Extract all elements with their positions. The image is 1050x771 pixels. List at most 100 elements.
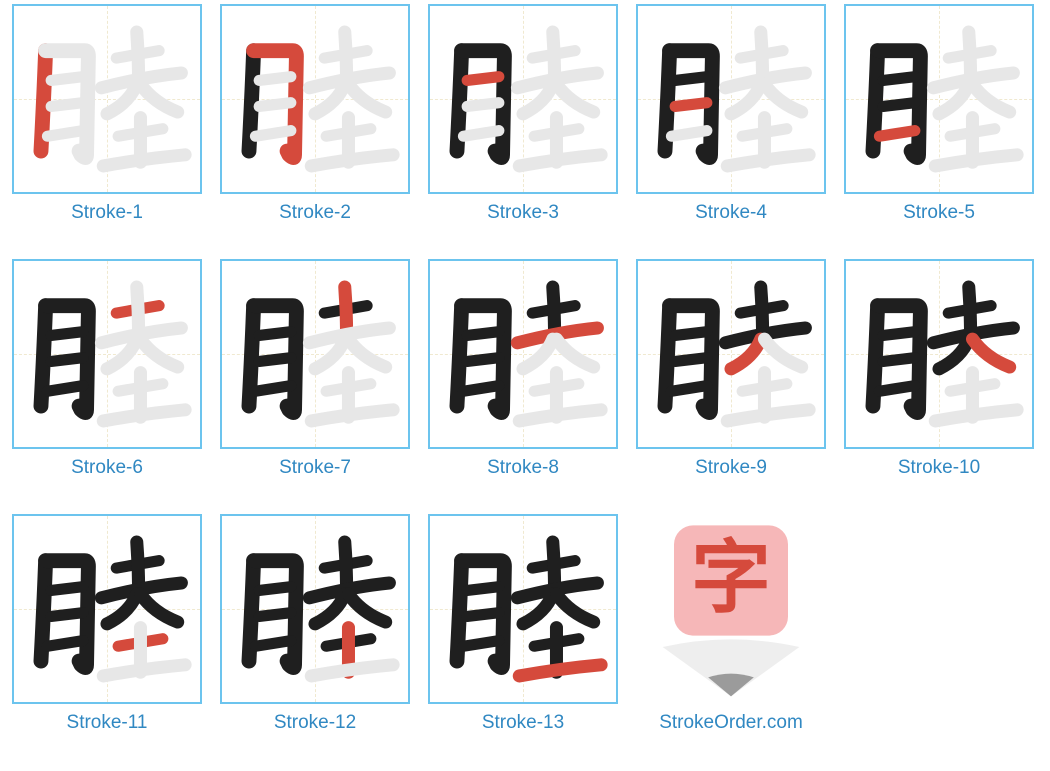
stroke-cell-6: Stroke-6 — [12, 259, 202, 480]
stroke-caption: Stroke-3 — [487, 202, 559, 225]
glyph-layer — [14, 516, 200, 702]
stroke-5 — [255, 385, 290, 391]
stroke-13 — [311, 664, 393, 675]
stroke-3 — [675, 331, 707, 335]
stroke-4 — [467, 103, 499, 107]
stroke-5 — [463, 131, 498, 137]
stroke-cell-10: Stroke-10 — [844, 259, 1034, 480]
glyph-layer — [222, 261, 408, 447]
stroke-3 — [467, 77, 499, 81]
stroke-10 — [556, 339, 593, 367]
stroke-cell-1: Stroke-1 — [12, 4, 202, 225]
glyph-layer — [14, 6, 200, 192]
stroke-cell-11: Stroke-11 — [12, 514, 202, 735]
stroke-3 — [467, 586, 499, 590]
stroke-caption: Stroke-5 — [903, 202, 975, 225]
stroke-4 — [51, 103, 83, 107]
stroke-5 — [671, 131, 706, 137]
site-logo: 字 — [636, 514, 826, 704]
stroke-caption: Stroke-7 — [279, 457, 351, 480]
stroke-caption: Stroke-2 — [279, 202, 351, 225]
stroke-tile — [12, 259, 202, 449]
stroke-4 — [675, 358, 707, 362]
stroke-tile — [220, 259, 410, 449]
stroke-order-diagram: Stroke-1 Stroke-2 Stroke-3 Stroke-4 Stroke-5… — [0, 0, 1050, 771]
glyph-layer — [222, 516, 408, 702]
glyph-layer — [638, 6, 824, 192]
stroke-cell-5: Stroke-5 — [844, 4, 1034, 225]
stroke-13 — [727, 410, 809, 421]
glyph-layer — [14, 261, 200, 447]
stroke-10 — [556, 594, 593, 622]
stroke-4 — [467, 358, 499, 362]
stroke-13 — [311, 155, 393, 166]
stroke-10 — [140, 594, 177, 622]
stroke-tile — [220, 514, 410, 704]
stroke-13 — [103, 410, 185, 421]
stroke-cell-2: Stroke-2 — [220, 4, 410, 225]
logo-glyph: 字 — [691, 533, 771, 622]
stroke-10 — [140, 339, 177, 367]
stroke-13 — [727, 155, 809, 166]
stroke-5 — [879, 131, 914, 137]
stroke-5 — [255, 131, 290, 137]
stroke-10 — [556, 84, 593, 112]
stroke-caption: Stroke-13 — [482, 712, 564, 735]
stroke-4 — [883, 103, 915, 107]
stroke-tile — [636, 4, 826, 194]
stroke-13 — [519, 155, 601, 166]
stroke-tile — [428, 259, 618, 449]
stroke-tile — [220, 4, 410, 194]
stroke-13 — [103, 155, 185, 166]
stroke-cell-12: Stroke-12 — [220, 514, 410, 735]
stroke-3 — [467, 331, 499, 335]
stroke-4 — [51, 358, 83, 362]
stroke-5 — [255, 640, 290, 646]
stroke-10 — [764, 339, 801, 367]
stroke-4 — [883, 358, 915, 362]
stroke-13 — [311, 410, 393, 421]
stroke-4 — [51, 612, 83, 616]
stroke-10 — [348, 84, 385, 112]
stroke-tile — [12, 4, 202, 194]
stroke-3 — [259, 331, 291, 335]
glyph-layer — [430, 6, 616, 192]
stroke-5 — [463, 640, 498, 646]
stroke-4 — [259, 358, 291, 362]
stroke-3 — [259, 586, 291, 590]
stroke-tile — [428, 514, 618, 704]
stroke-10 — [764, 84, 801, 112]
stroke-10 — [972, 339, 1009, 367]
stroke-13 — [519, 410, 601, 421]
stroke-tile — [844, 4, 1034, 194]
stroke-cell-13: Stroke-13 — [428, 514, 618, 735]
logo-cell: 字StrokeOrder.com — [636, 514, 826, 735]
stroke-10 — [972, 84, 1009, 112]
stroke-caption: Stroke-10 — [898, 457, 980, 480]
stroke-5 — [463, 385, 498, 391]
stroke-caption: Stroke-6 — [71, 457, 143, 480]
stroke-caption: Stroke-12 — [274, 712, 356, 735]
stroke-3 — [883, 331, 915, 335]
stroke-5 — [671, 385, 706, 391]
stroke-3 — [51, 586, 83, 590]
stroke-3 — [51, 77, 83, 81]
stroke-5 — [47, 131, 82, 137]
stroke-3 — [675, 77, 707, 81]
glyph-layer — [846, 6, 1032, 192]
stroke-caption: Stroke-11 — [67, 712, 148, 735]
glyph-layer — [222, 6, 408, 192]
stroke-4 — [259, 612, 291, 616]
stroke-5 — [47, 640, 82, 646]
stroke-10 — [348, 339, 385, 367]
stroke-cell-9: Stroke-9 — [636, 259, 826, 480]
stroke-4 — [259, 103, 291, 107]
stroke-10 — [348, 594, 385, 622]
stroke-4 — [467, 612, 499, 616]
glyph-layer — [430, 516, 616, 702]
stroke-13 — [103, 664, 185, 675]
stroke-tiles-grid: Stroke-1 Stroke-2 Stroke-3 Stroke-4 Stroke-5… — [12, 4, 1038, 734]
stroke-caption: Stroke-4 — [695, 202, 767, 225]
glyph-layer — [846, 261, 1032, 447]
stroke-tile — [428, 4, 618, 194]
